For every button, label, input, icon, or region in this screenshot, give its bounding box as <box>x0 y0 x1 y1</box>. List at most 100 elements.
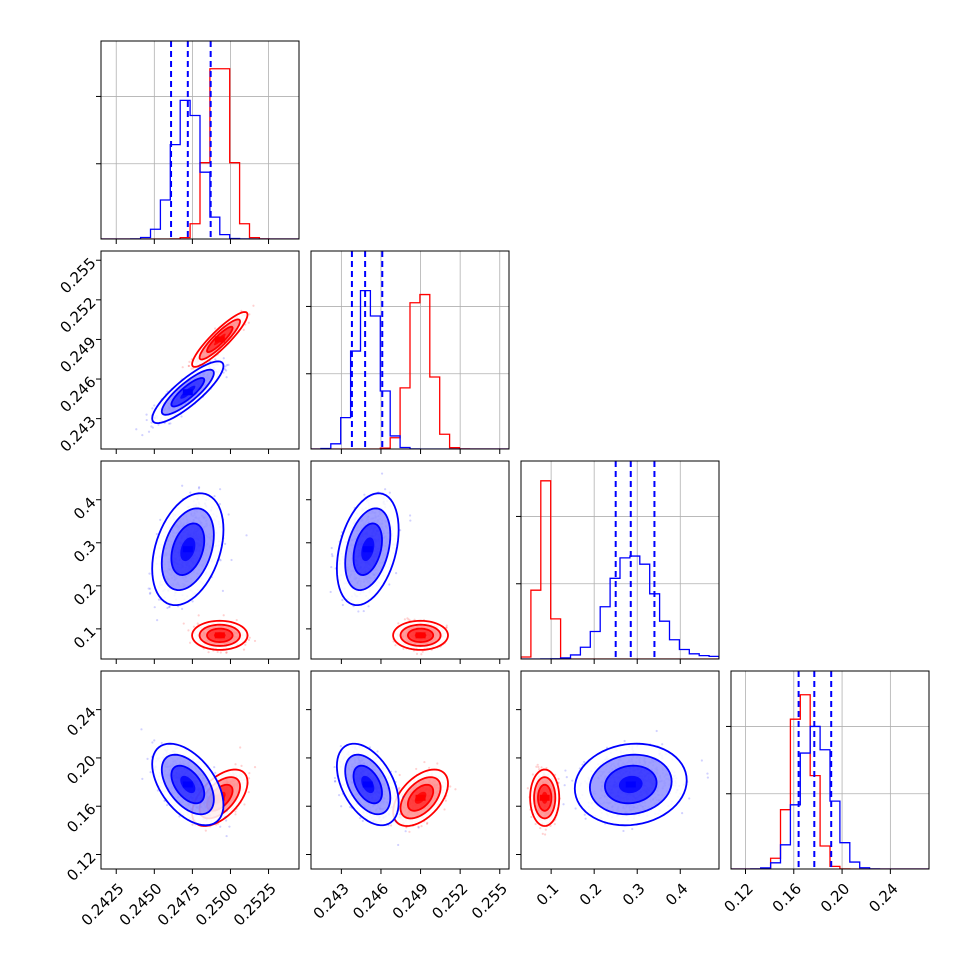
contour-line <box>198 318 241 361</box>
scatter-point <box>153 606 156 609</box>
density-peak <box>182 546 193 553</box>
density-peak <box>214 336 225 343</box>
scatter-point <box>247 321 250 324</box>
scatter-point <box>397 622 400 625</box>
scatter-point <box>244 643 247 646</box>
scatter-point <box>222 357 225 360</box>
density-peak <box>214 632 225 639</box>
scatter-point <box>169 422 172 425</box>
scatter-point <box>196 622 199 625</box>
scatter-point <box>150 421 153 424</box>
scatter-point <box>157 598 161 601</box>
scatter-point <box>141 434 144 437</box>
density-peak <box>182 389 193 396</box>
scatter-point <box>240 309 243 312</box>
scatter-point <box>247 638 251 642</box>
y-tick-label: 0.252 <box>56 294 99 337</box>
scatter-point <box>166 606 169 610</box>
scatter-point <box>245 534 248 537</box>
scatter-point <box>155 532 158 536</box>
scatter-point <box>153 404 156 407</box>
scatter-point <box>216 650 219 654</box>
scatter-point <box>187 629 190 632</box>
scatter-point <box>403 618 406 621</box>
scatter-point <box>188 360 191 363</box>
scatter-point <box>168 605 171 608</box>
scatter-point <box>224 542 227 546</box>
scatter-point <box>214 358 217 361</box>
scatter-point <box>148 587 152 590</box>
scatter-point <box>181 607 184 611</box>
scatter-point <box>445 624 448 627</box>
y-tick-label: 0.1 <box>70 623 100 653</box>
panel-2-0: 0.10.20.30.4 <box>70 460 300 664</box>
scatter-point <box>192 367 195 370</box>
panel-1-1 <box>306 250 510 454</box>
scatter-point <box>445 626 448 629</box>
scatter-point <box>394 644 397 647</box>
scatter-point <box>421 650 424 653</box>
scatter-point <box>198 486 201 489</box>
scatter-point <box>357 610 360 613</box>
scatter-point <box>151 426 154 429</box>
contour-line <box>170 522 206 576</box>
scatter-point <box>197 487 201 490</box>
scatter-point <box>331 555 334 558</box>
scatter-point <box>149 591 152 594</box>
y-tick-label: 0.246 <box>56 373 99 416</box>
scatter-point <box>148 572 151 575</box>
scatter-point <box>191 600 194 603</box>
scatter-point <box>219 651 222 654</box>
scatter-point <box>167 422 171 425</box>
scatter-point <box>218 502 222 506</box>
scatter-point <box>181 366 184 369</box>
contour-line <box>399 623 442 647</box>
panel-0-0 <box>96 40 300 244</box>
contour-line <box>170 377 206 408</box>
scatter-point <box>189 491 192 494</box>
scatter-point <box>147 587 150 590</box>
scatter-point <box>415 652 419 655</box>
scatter-point <box>150 425 153 428</box>
contour-line <box>191 619 249 651</box>
scatter-point <box>168 605 171 609</box>
scatter-point <box>235 618 238 622</box>
scatter-point <box>341 603 344 607</box>
scatter-point <box>406 617 409 620</box>
scatter-point <box>402 647 405 650</box>
scatter-point <box>151 407 154 410</box>
scatter-point <box>225 363 229 367</box>
scatter-point <box>388 491 391 494</box>
scatter-point <box>252 304 255 307</box>
scatter-point <box>248 636 251 639</box>
contour-line <box>151 492 225 607</box>
scatter-point <box>399 529 402 532</box>
scatter-point <box>225 651 228 654</box>
scatter-point <box>187 364 190 368</box>
scatter-point <box>248 313 251 316</box>
scatter-point <box>188 641 192 644</box>
scatter-point <box>190 367 193 370</box>
contour-line <box>406 627 435 643</box>
y-tick-label: 0.255 <box>56 254 99 297</box>
scatter-point <box>156 619 159 622</box>
scatter-point <box>219 488 222 491</box>
density-peak <box>415 632 426 639</box>
contour-line <box>392 619 449 651</box>
scatter-point <box>209 360 212 363</box>
scatter-point <box>227 363 230 366</box>
scatter-point <box>214 327 217 330</box>
scatter-point <box>225 376 228 379</box>
scatter-point <box>407 618 410 621</box>
panel-frame <box>100 40 300 240</box>
scatter-point <box>330 553 334 556</box>
scatter-point <box>219 559 222 562</box>
scatter-point <box>388 583 391 586</box>
scatter-point <box>225 369 228 372</box>
y-tick-label: 0.2 <box>70 580 100 610</box>
scatter-point <box>420 653 423 656</box>
scatter-point <box>227 513 230 516</box>
panel-frame <box>310 250 510 450</box>
